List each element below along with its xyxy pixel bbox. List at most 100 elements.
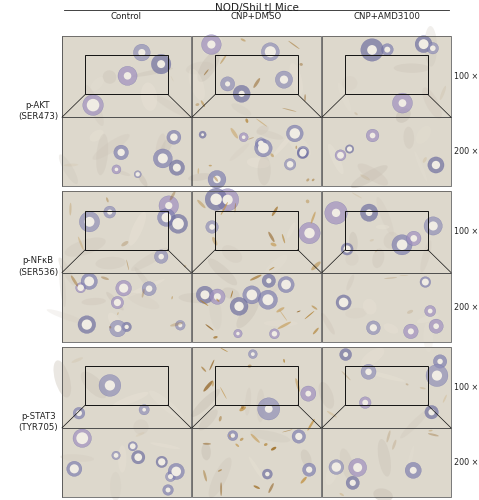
Circle shape: [80, 212, 100, 232]
Circle shape: [297, 146, 309, 158]
Bar: [192, 346, 321, 428]
Circle shape: [167, 130, 181, 144]
Circle shape: [331, 462, 341, 472]
Bar: [62, 272, 191, 342]
Bar: [62, 428, 191, 497]
Circle shape: [359, 397, 371, 408]
Circle shape: [292, 430, 306, 443]
Circle shape: [199, 131, 206, 138]
Circle shape: [210, 194, 222, 205]
Circle shape: [146, 286, 152, 292]
Ellipse shape: [417, 314, 439, 324]
Ellipse shape: [406, 384, 409, 386]
Text: p-NFκB
(SER536): p-NFκB (SER536): [18, 256, 58, 276]
Circle shape: [196, 286, 214, 304]
Circle shape: [205, 188, 227, 210]
Circle shape: [349, 458, 366, 476]
Ellipse shape: [248, 137, 254, 140]
Ellipse shape: [197, 200, 205, 208]
Circle shape: [361, 38, 383, 61]
Circle shape: [427, 42, 439, 54]
Circle shape: [76, 282, 86, 293]
Ellipse shape: [276, 307, 285, 312]
Circle shape: [210, 289, 225, 304]
Ellipse shape: [373, 488, 393, 500]
Ellipse shape: [209, 165, 212, 166]
Ellipse shape: [313, 328, 319, 334]
Circle shape: [437, 358, 443, 364]
Circle shape: [111, 296, 124, 308]
Bar: [62, 192, 191, 272]
Circle shape: [84, 217, 94, 227]
Circle shape: [170, 134, 178, 141]
Bar: [62, 117, 191, 186]
Ellipse shape: [288, 41, 299, 49]
Circle shape: [78, 284, 84, 291]
Ellipse shape: [366, 370, 405, 382]
Ellipse shape: [245, 388, 251, 415]
Circle shape: [345, 145, 354, 154]
Ellipse shape: [212, 237, 217, 246]
Ellipse shape: [370, 239, 374, 242]
Ellipse shape: [271, 154, 274, 157]
Bar: [192, 117, 321, 186]
Bar: [62, 346, 191, 428]
Ellipse shape: [340, 493, 344, 496]
Circle shape: [161, 212, 171, 222]
Ellipse shape: [253, 78, 260, 88]
Circle shape: [258, 142, 269, 154]
Circle shape: [228, 430, 238, 440]
Circle shape: [286, 125, 303, 142]
Bar: [192, 192, 321, 272]
Ellipse shape: [384, 324, 398, 334]
Circle shape: [275, 71, 293, 88]
Circle shape: [266, 278, 272, 283]
Bar: [62, 346, 191, 428]
Ellipse shape: [269, 267, 274, 270]
Ellipse shape: [222, 288, 240, 300]
Ellipse shape: [375, 250, 378, 252]
Ellipse shape: [311, 212, 316, 224]
Circle shape: [410, 467, 417, 474]
Circle shape: [217, 188, 239, 211]
Circle shape: [78, 316, 96, 334]
Ellipse shape: [235, 444, 239, 447]
Ellipse shape: [236, 300, 259, 328]
Ellipse shape: [214, 176, 218, 182]
Circle shape: [262, 274, 275, 287]
Ellipse shape: [328, 144, 343, 174]
Ellipse shape: [440, 86, 446, 100]
Circle shape: [366, 210, 373, 216]
Ellipse shape: [110, 472, 121, 500]
Ellipse shape: [283, 359, 285, 362]
Ellipse shape: [416, 126, 431, 144]
Ellipse shape: [357, 164, 388, 186]
Circle shape: [142, 408, 146, 412]
Circle shape: [83, 95, 103, 116]
Ellipse shape: [81, 298, 106, 305]
Ellipse shape: [205, 324, 214, 330]
Ellipse shape: [209, 458, 231, 498]
Circle shape: [262, 43, 279, 60]
Circle shape: [239, 90, 245, 97]
Circle shape: [370, 132, 376, 138]
Bar: [322, 117, 451, 186]
Ellipse shape: [84, 85, 104, 126]
Circle shape: [343, 352, 348, 357]
Circle shape: [87, 99, 99, 112]
Bar: [62, 36, 191, 117]
Circle shape: [426, 364, 448, 386]
Ellipse shape: [96, 134, 108, 175]
Circle shape: [171, 466, 181, 476]
Circle shape: [329, 460, 344, 474]
Ellipse shape: [271, 242, 276, 246]
Circle shape: [347, 146, 352, 152]
Circle shape: [332, 208, 340, 217]
Circle shape: [76, 432, 88, 444]
Ellipse shape: [71, 358, 83, 363]
Ellipse shape: [258, 156, 271, 185]
Bar: [192, 272, 321, 342]
Circle shape: [116, 280, 132, 296]
Ellipse shape: [420, 387, 426, 390]
Ellipse shape: [299, 63, 303, 66]
